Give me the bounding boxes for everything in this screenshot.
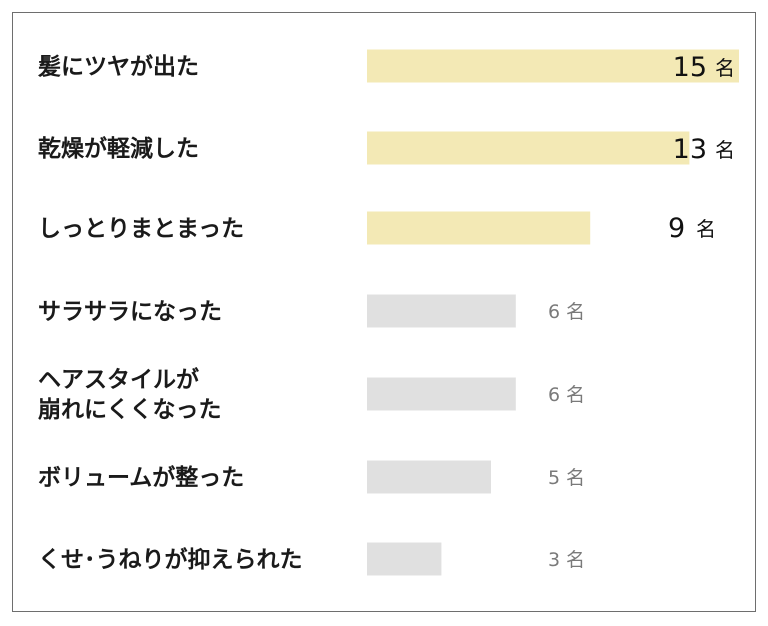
category-label-5-line-1: ヘアスタイルが <box>38 366 199 393</box>
category-label-2: 乾燥が軽減した <box>38 135 199 162</box>
unit-label-4: 名 <box>566 301 585 323</box>
category-label-5-line-2: 崩れにくくなった <box>38 396 222 423</box>
bar-2 <box>367 131 690 165</box>
category-label-6: ボリュームが整った <box>38 464 244 491</box>
bar-3 <box>367 211 591 245</box>
bar-6 <box>367 460 491 494</box>
unit-label-7: 名 <box>566 549 585 571</box>
category-label-3: しっとりまとまった <box>38 215 244 242</box>
category-label-7: くせ･うねりが抑えられた <box>38 546 303 573</box>
bar-5 <box>367 377 516 411</box>
chart-frame <box>12 12 756 612</box>
unit-label-1: 名 <box>715 56 735 80</box>
category-label-4: サラサラになった <box>38 298 222 325</box>
bar-1 <box>367 49 739 83</box>
bar-7 <box>367 542 442 576</box>
value-label-3: 9 <box>668 213 685 244</box>
unit-label-3: 名 <box>696 217 716 241</box>
unit-label-2: 名 <box>715 138 735 162</box>
value-label-1: 15 <box>673 52 707 83</box>
value-label-6: 5 <box>548 467 560 489</box>
bar-4 <box>367 294 516 328</box>
value-label-2: 13 <box>673 134 707 165</box>
value-label-7: 3 <box>548 549 560 571</box>
value-label-5: 6 <box>548 384 560 406</box>
unit-label-6: 名 <box>566 467 585 489</box>
unit-label-5: 名 <box>566 384 585 406</box>
value-label-4: 6 <box>548 301 560 323</box>
category-label-1: 髪にツヤが出た <box>37 53 199 80</box>
